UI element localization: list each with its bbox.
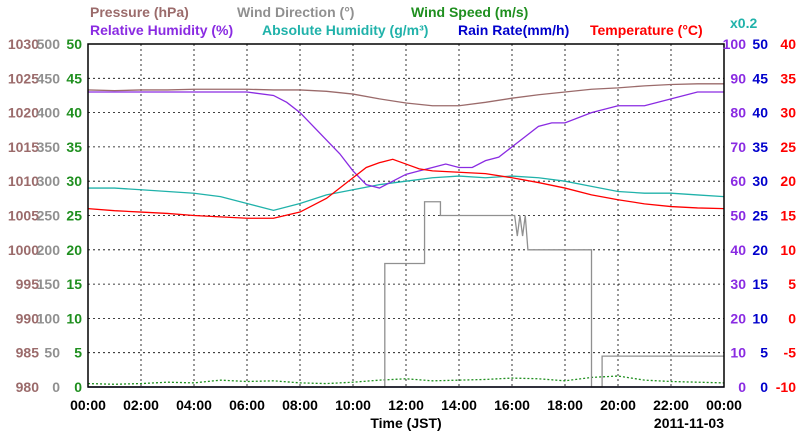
legend-multiplier-note: x0.2 [730,15,757,31]
y-tick-wind-speed: 25 [66,208,82,224]
y-tick-wind-dir: 0 [52,379,60,395]
series-temperature-c [87,158,725,219]
legend-wind-direction: Wind Direction (°) [237,4,354,20]
y-tick-pressure: 990 [16,310,40,326]
x-tick-label: 00:00 [70,397,106,413]
x-tick-label: 12:00 [388,397,424,413]
y-tick-rel-hum: 100 [723,36,747,52]
y-tick-rain: 40 [752,105,768,121]
y-tick-pressure: 985 [16,345,40,361]
y-tick-temp: -5 [784,345,797,361]
y-tick-rel-hum: 0 [738,379,746,395]
x-tick-label: 08:00 [282,397,318,413]
y-tick-rain: 35 [752,139,768,155]
y-tick-wind-dir: 100 [37,310,61,326]
y-tick-temp: 25 [780,139,796,155]
x-tick-label: 00:00 [706,397,742,413]
y-tick-wind-speed: 45 [66,70,82,86]
y-tick-rain: 20 [752,242,768,258]
y-tick-wind-dir: 450 [37,70,61,86]
y-tick-rain: 0 [760,379,768,395]
y-tick-wind-speed: 30 [66,173,82,189]
y-tick-wind-speed: 50 [66,36,82,52]
legend-temperature: Temperature (°C) [590,22,703,38]
y-tick-rain: 5 [760,345,768,361]
y-tick-rain: 10 [752,310,768,326]
y-tick-pressure: 995 [16,276,40,292]
y-tick-temp: 40 [780,36,796,52]
y-tick-rel-hum: 40 [730,242,746,258]
series-pressure-hpa [87,83,724,107]
x-tick-label: 10:00 [335,397,371,413]
x-tick-label: 04:00 [176,397,212,413]
y-tick-rain: 45 [752,70,768,86]
x-tick-label: 18:00 [547,397,583,413]
y-tick-temp: -10 [776,379,796,395]
y-tick-rain: 50 [752,36,768,52]
series-absolute-humidity-g-m [88,175,725,212]
y-tick-wind-speed: 40 [66,105,82,121]
y-tick-rain: 25 [752,208,768,224]
y-tick-wind-dir: 350 [37,139,61,155]
y-tick-wind-speed: 0 [74,379,82,395]
y-tick-rel-hum: 30 [730,276,746,292]
y-tick-pressure: 1005 [8,208,39,224]
y-tick-wind-dir: 250 [37,208,61,224]
y-tick-wind-dir: 200 [37,242,61,258]
y-tick-pressure: 980 [16,379,40,395]
y-tick-rel-hum: 80 [730,105,746,121]
y-tick-temp: 10 [780,242,796,258]
y-tick-pressure: 1015 [8,139,39,155]
x-tick-label: 22:00 [653,397,689,413]
y-tick-rel-hum: 10 [730,345,746,361]
y-tick-pressure: 1010 [8,173,39,189]
y-tick-wind-speed: 20 [66,242,82,258]
date-label: 2011-11-03 [654,415,724,431]
y-tick-temp: 35 [780,70,796,86]
x-tick-label: 14:00 [441,397,477,413]
y-tick-temp: 15 [780,208,796,224]
y-tick-rel-hum: 50 [730,208,746,224]
y-tick-pressure: 1030 [8,36,39,52]
y-tick-rel-hum: 60 [730,173,746,189]
y-tick-rel-hum: 20 [730,310,746,326]
x-tick-label: 02:00 [123,397,159,413]
y-tick-temp: 5 [788,276,796,292]
y-tick-wind-dir: 300 [37,173,61,189]
y-tick-pressure: 1025 [8,70,39,86]
y-tick-wind-dir: 400 [37,105,61,121]
x-tick-label: 06:00 [229,397,265,413]
x-tick-label: 16:00 [494,397,530,413]
legend-relative-humidity: Relative Humidity (%) [90,22,233,38]
y-tick-rain: 15 [752,276,768,292]
y-tick-pressure: 1000 [8,242,39,258]
y-tick-temp: 0 [788,310,796,326]
y-tick-rain: 30 [752,173,768,189]
y-tick-wind-dir: 150 [37,276,61,292]
y-tick-wind-speed: 5 [74,345,82,361]
y-tick-wind-speed: 35 [66,139,82,155]
y-tick-temp: 20 [780,173,796,189]
y-tick-rel-hum: 90 [730,70,746,86]
legend-rain-rate: Rain Rate(mm/h) [458,22,569,38]
legend-wind-speed: Wind Speed (m/s) [411,4,528,20]
y-tick-temp: 30 [780,105,796,121]
legend-absolute-humidity: Absolute Humidity (g/m³) [262,22,428,38]
y-tick-rel-hum: 70 [730,139,746,155]
x-axis-label: Time (JST) [370,415,441,431]
plot-frame [87,43,725,388]
legend-pressure: Pressure (hPa) [90,4,189,20]
y-tick-pressure: 1020 [8,105,39,121]
y-tick-wind-dir: 500 [37,36,61,52]
x-tick-label: 20:00 [600,397,636,413]
series-relative-humidity [88,91,724,189]
axis-labels: 1030102510201015101010051000995990985980… [8,36,796,413]
y-tick-wind-dir: 50 [44,345,60,361]
y-tick-wind-speed: 10 [66,310,82,326]
y-tick-wind-speed: 15 [66,276,82,292]
